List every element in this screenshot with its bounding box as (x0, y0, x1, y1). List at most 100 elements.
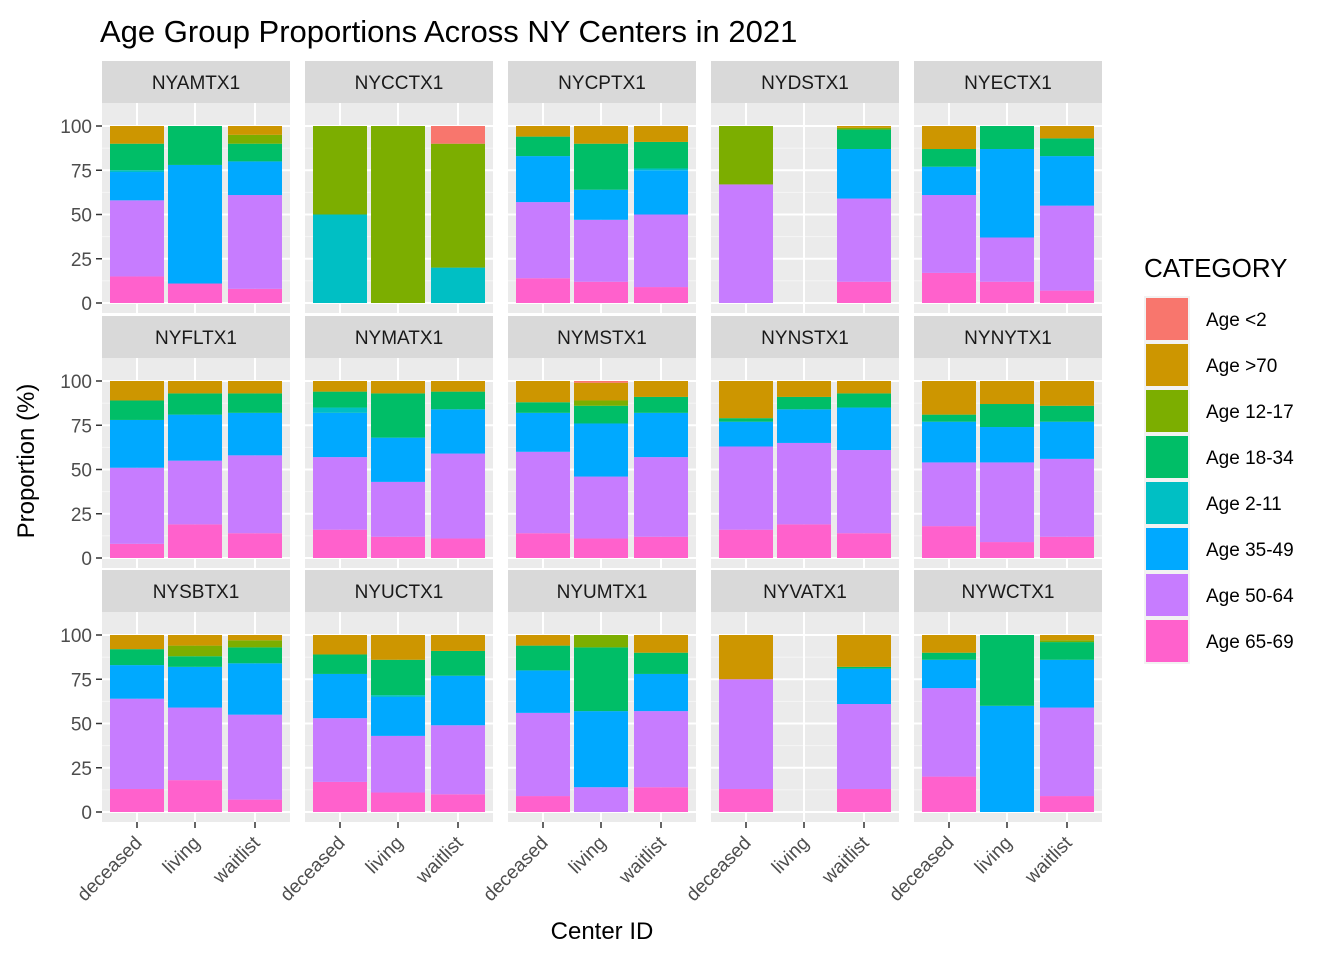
bar-segment-age-50-64 (634, 214, 688, 288)
bar-segment-age-18-34 (634, 396, 688, 413)
panel-nydstx1: NYDSTX1 (711, 61, 899, 313)
bar-segment-age-35-49 (168, 666, 222, 708)
bar-segment-age-50-64 (228, 714, 282, 800)
facet-label: NYUCTX1 (355, 582, 444, 603)
bar-segment-age-18-34 (980, 126, 1034, 150)
bar-segment-age-65-69 (371, 792, 425, 812)
bar-segment-age-65-69 (431, 794, 485, 812)
panel-nyectx1: NYECTX1 (914, 61, 1102, 313)
bar-segment-age-50-64 (719, 446, 773, 530)
bar-segment-age-18-34 (837, 666, 891, 669)
legend-swatch (1146, 390, 1188, 432)
bar-segment-age-70 (516, 381, 570, 403)
bar-segment-age-50-64 (719, 679, 773, 789)
bar-segment-age-35-49 (980, 149, 1034, 238)
legend-label: Age <2 (1206, 310, 1267, 331)
bar-segment-age-18-34 (371, 393, 425, 438)
y-tick-label: 50 (71, 715, 92, 736)
bar-segment-age-18-34 (313, 391, 367, 408)
bar-segment-age-35-49 (574, 711, 628, 788)
x-tick-label: waitlist (818, 832, 874, 888)
bar-segment-age-70 (837, 126, 891, 128)
bar-segment-age-50-64 (574, 219, 628, 282)
bar-segment-age-65-69 (168, 283, 222, 303)
bar-segment-age-50-64 (837, 450, 891, 534)
bar-segment-age-50-64 (313, 718, 367, 782)
y-axis-title: Proportion (%) (13, 384, 40, 539)
bar-segment-age-70 (922, 635, 976, 653)
y-tick-label: 100 (60, 626, 92, 647)
bar-segment-age-50-64 (980, 237, 1034, 282)
bar-segment-age-50-64 (574, 787, 628, 812)
panel-nyfltx1: NYFLTX1 0 25 50 75 100 (60, 316, 290, 570)
legend-swatch (1146, 574, 1188, 616)
bar-segment-age-70 (777, 381, 831, 397)
legend-item: Age 35-49 (1144, 526, 1294, 572)
bar-segment-age-18-34 (922, 149, 976, 167)
bar-segment-age-35-49 (634, 673, 688, 712)
bar-segment-age-18-34 (431, 391, 485, 410)
y-tick-label: 0 (81, 549, 92, 570)
facet-label: NYAMTX1 (152, 73, 240, 94)
facet-strip (508, 61, 696, 103)
bar-segment-age-35-49 (110, 172, 164, 201)
bar-segment-age-35-49 (634, 412, 688, 458)
bar-segment-age-18-34 (228, 393, 282, 413)
bar-segment-age-70 (371, 635, 425, 660)
bar-segment-age-18-34 (228, 143, 282, 162)
bar-segment-age-65-69 (634, 287, 688, 303)
facet-strip (711, 570, 899, 612)
bar-segment-age-65-69 (777, 524, 831, 558)
bar-segment-age-18-34 (922, 652, 976, 660)
bar-segment-age-65-69 (313, 781, 367, 812)
bar-segment-age-65-69 (228, 533, 282, 558)
bar-segment-age-70 (634, 635, 688, 653)
legend: CATEGORY Age <2 Age >70 Age 12-17 Age 18-34… (1144, 253, 1294, 664)
bar-segment-age-12-17 (228, 640, 282, 648)
bar-segment-age-70 (313, 635, 367, 655)
bar-segment-age-18-34 (1040, 642, 1094, 660)
bar-segment-age-2-11 (313, 214, 367, 303)
bar-segment-age-2 (574, 381, 628, 383)
bar-segment-age-70 (168, 635, 222, 646)
facet-strip (305, 570, 493, 612)
bar-segment-age-70 (574, 382, 628, 401)
bar-segment-age-35-49 (1040, 659, 1094, 708)
bar-segment-age-35-49 (1040, 156, 1094, 206)
bar-segment-age-65-69 (574, 281, 628, 303)
bar-segment-age-35-49 (837, 407, 891, 451)
panel-nycptx1: NYCPTX1 (508, 61, 696, 313)
bar-segment-age-2-11 (634, 168, 688, 171)
bar-segment-age-35-49 (228, 161, 282, 196)
bar-segment-age-65-69 (922, 272, 976, 303)
facet-strip (508, 316, 696, 358)
bar-segment-age-70 (371, 381, 425, 394)
bar-segment-age-35-49 (431, 409, 485, 454)
bar-segment-age-50-64 (1040, 458, 1094, 537)
bar-segment-age-2-11 (110, 170, 164, 173)
bar-segment-age-18-34 (1040, 138, 1094, 157)
bar-segment-age-70 (634, 381, 688, 397)
bar-segment-age-70 (228, 381, 282, 394)
facet-label: NYSBTX1 (153, 582, 240, 603)
bar-segment-age-18-34 (574, 143, 628, 190)
bar-segment-age-65-69 (1040, 796, 1094, 812)
bar-segment-age-50-64 (634, 457, 688, 537)
bar-segment-age-18-34 (431, 650, 485, 676)
bar-segment-age-18-34 (1040, 405, 1094, 422)
y-tick-label: 100 (60, 117, 92, 138)
legend-label: Age 2-11 (1206, 494, 1282, 515)
legend-items: Age <2 Age >70 Age 12-17 Age 18-34 Age 2-11 A… (1144, 296, 1294, 664)
facet-label: NYECTX1 (964, 73, 1052, 94)
bar-segment-age-35-49 (313, 673, 367, 719)
bar-segment-age-65-69 (634, 787, 688, 812)
facet-strip (711, 316, 899, 358)
bar-segment-age-70 (922, 381, 976, 415)
facet-label: NYWCTX1 (962, 582, 1055, 603)
bar-segment-age-70 (110, 126, 164, 144)
bar-segment-age-12-17 (228, 134, 282, 144)
bar-segment-age-18-34 (719, 418, 773, 422)
bar-segment-age-35-49 (431, 675, 485, 726)
bar-segment-age-70 (1040, 126, 1094, 139)
bar-segment-age-70 (574, 126, 628, 144)
